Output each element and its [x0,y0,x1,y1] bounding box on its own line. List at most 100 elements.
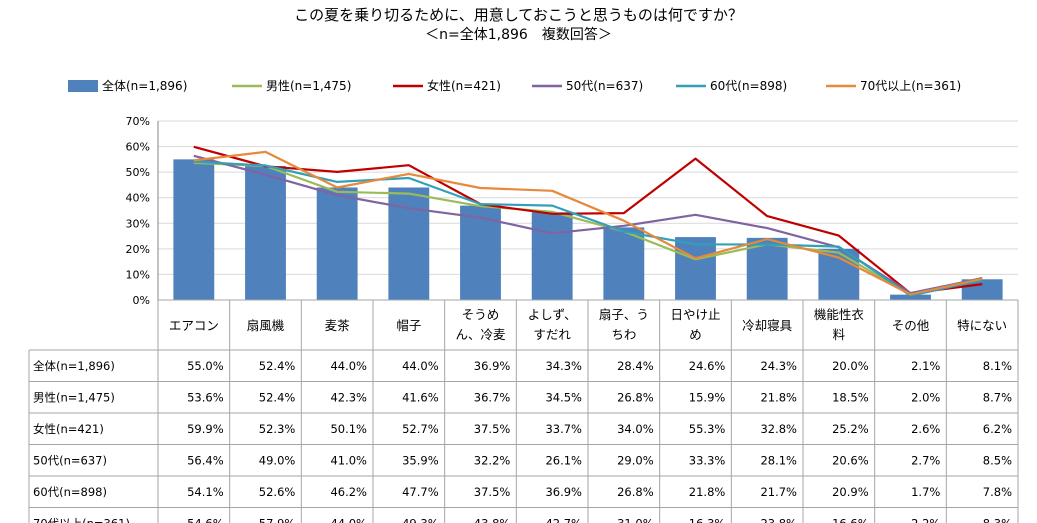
table-row-label: 70代以上(n=361) [33,516,130,523]
legend-label: 男性(n=1,475) [266,79,351,93]
table-cell: 2.0% [911,390,940,404]
y-tick-label: 70% [126,115,150,128]
legend-label: 70代以上(n=361) [860,79,961,93]
table-cell: 56.4% [187,453,224,467]
table-cell: 7.8% [983,485,1012,499]
legend-label: 60代(n=898) [710,79,787,93]
table-cell: 54.6% [187,516,224,523]
bar [316,187,358,300]
x-category-label: 機能性衣料 [814,307,865,342]
y-tick-label: 10% [126,268,150,281]
x-category-label: 扇風機 [247,318,285,333]
table-cell: 52.7% [402,422,439,436]
bar [603,227,645,300]
x-category-label: 帽子 [396,318,421,333]
bar [173,159,215,300]
table-cell: 32.8% [760,422,797,436]
table-cell: 8.7% [983,390,1012,404]
table-cell: 34.0% [617,422,654,436]
table-cell: 21.8% [760,390,797,404]
x-category-label: 冷却寝具 [742,318,793,333]
table-cell: 49.0% [259,453,296,467]
table-cell: 8.3% [983,516,1012,523]
table-cell: 36.7% [474,390,511,404]
table-cell: 8.1% [983,359,1012,373]
table-cell: 21.7% [760,485,797,499]
y-tick-label: 60% [126,141,150,154]
table-row-label: 男性(n=1,475) [33,390,115,404]
table-cell: 20.9% [832,485,869,499]
table-cell: 28.4% [617,359,654,373]
table-cell: 18.5% [832,390,869,404]
bar-series [173,159,1003,300]
table-cell: 37.5% [474,422,511,436]
table-cell: 44.0% [402,359,439,373]
y-tick-label: 50% [126,166,150,179]
table-cell: 42.7% [545,516,582,523]
series-line [193,160,983,297]
legend-label: 全体(n=1,896) [102,78,187,93]
table-cell: 32.2% [474,453,511,467]
table-cell: 36.9% [474,359,511,373]
x-category-label: エアコン [169,318,219,333]
table-cell: 8.5% [983,453,1012,467]
table-cell: 29.0% [617,453,654,467]
x-category-label: 麦茶 [325,318,351,333]
table-cell: 34.3% [545,359,582,373]
table-cell: 35.9% [402,453,439,467]
table-cell: 34.5% [545,390,582,404]
table-cell: 57.9% [259,516,296,523]
x-category-label: 特にない [957,318,1007,333]
bar [531,212,573,300]
table-row-label: 50代(n=637) [33,453,107,467]
table-cell: 24.6% [689,359,726,373]
chart-subtitle: ＜n=全体1,896 複数回答＞ [425,27,612,43]
table-cell: 44.0% [330,516,367,523]
line-series [193,145,983,297]
table-cell: 55.3% [689,422,726,436]
table-cell: 59.9% [187,422,224,436]
table-cell: 6.2% [983,422,1012,436]
table-row-label: 全体(n=1,896) [33,359,115,373]
table-cell: 52.6% [259,485,296,499]
series-line [193,145,983,295]
table-cell: 25.2% [832,422,869,436]
table-cell: 1.7% [911,485,940,499]
table-cell: 33.7% [545,422,582,436]
table-cell: 2.6% [911,422,940,436]
table-cell: 2.2% [911,516,940,523]
table-cell: 20.6% [832,453,869,467]
table-cell: 52.4% [259,359,296,373]
x-category-label: そうめん、冷麦 [455,307,506,342]
bar [388,187,430,300]
series-line [193,150,983,296]
table-cell: 15.9% [689,390,726,404]
x-category-label: 扇子、うちわ [599,307,649,342]
table-cell: 26.1% [545,453,582,467]
bar [890,294,931,300]
table-cell: 47.7% [402,485,439,499]
table-cell: 23.8% [760,516,797,523]
y-tick-label: 20% [126,243,150,256]
legend-label: 50代(n=637) [566,79,643,93]
bar [675,237,716,300]
chart-title: この夏を乗り切るために、用意しておこうと思うものは何ですか？ [294,6,743,24]
table-cell: 52.3% [259,422,296,436]
table-cell: 26.8% [617,390,654,404]
table-cell: 37.5% [474,485,511,499]
table-cell: 21.8% [689,485,726,499]
y-tick-label: 40% [126,192,150,205]
table-cell: 41.6% [402,390,439,404]
bar [245,166,286,300]
y-tick-label: 30% [126,217,150,230]
table-cell: 41.0% [330,453,367,467]
x-category-label: 日やけ止め [670,307,720,342]
table-cell: 28.1% [760,453,797,467]
table-cell: 2.1% [911,359,940,373]
table-cell: 46.2% [330,485,367,499]
table-cell: 53.6% [187,390,224,404]
table-row-label: 女性(n=421) [33,422,104,436]
table-cell: 31.0% [617,516,654,523]
